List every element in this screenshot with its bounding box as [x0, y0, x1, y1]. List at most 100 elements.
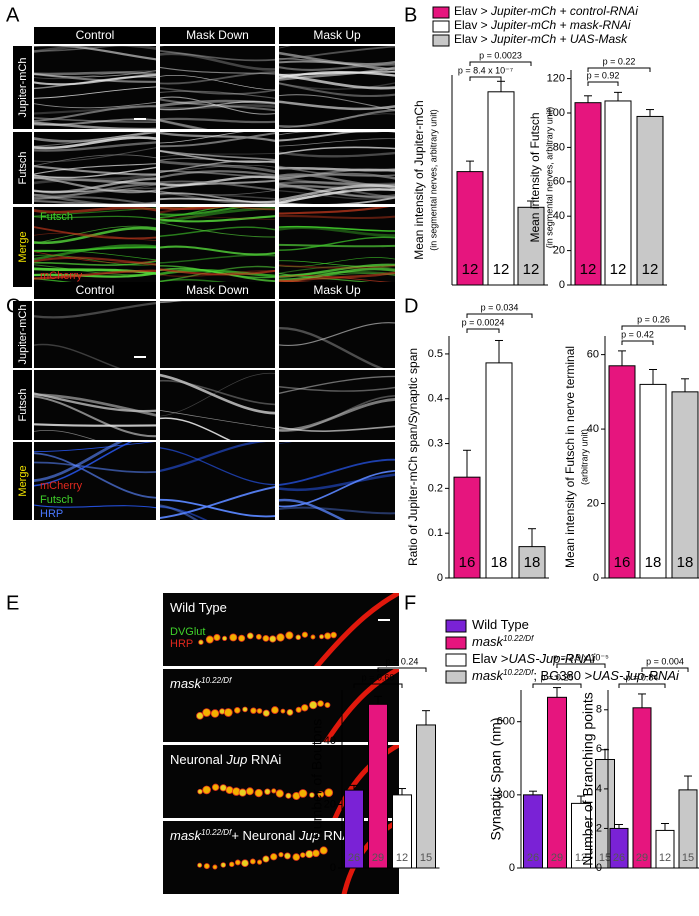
- bouton: [275, 789, 284, 798]
- fiber: [160, 98, 275, 112]
- micrograph: [160, 301, 275, 368]
- significance-bracket: [353, 683, 403, 688]
- row-label-bg: [13, 370, 32, 440]
- fiber: [160, 160, 275, 174]
- bouton: [197, 788, 203, 795]
- n-label: 18: [524, 554, 541, 571]
- y-axis-label: Mean intensity of Futsch: [528, 112, 542, 242]
- y-tick-label: 0.2: [428, 482, 443, 494]
- bouton: [317, 790, 325, 798]
- fiber: [160, 152, 275, 158]
- bouton: [310, 634, 316, 640]
- fiber: [34, 136, 156, 150]
- row-label: Futsch: [17, 151, 29, 184]
- n-label: 12: [580, 261, 597, 278]
- fiber: [34, 343, 121, 368]
- fiber: [34, 121, 156, 129]
- micrograph: [34, 442, 156, 520]
- fiber: [279, 398, 395, 432]
- micrograph: [163, 669, 399, 742]
- y-tick-label: 120: [547, 73, 565, 85]
- micrograph: [160, 207, 275, 287]
- p-value: p = 0.24: [386, 656, 419, 666]
- significance-bracket: [587, 67, 651, 72]
- n-label: 12: [396, 852, 408, 864]
- fiber: [279, 425, 395, 432]
- row-label: Merge: [17, 231, 29, 262]
- fiber: [34, 173, 156, 185]
- fiber: [34, 132, 156, 147]
- micrograph: [160, 370, 275, 440]
- y-axis-label: Ratio of Jupiter-mCh span/Synaptic span: [406, 348, 420, 566]
- fiber: [160, 254, 275, 264]
- text-part: Jupiter-mCh + control-RNAi: [490, 4, 638, 18]
- bar: [604, 100, 632, 286]
- n-label: 26: [613, 852, 625, 864]
- n-label: 29: [551, 852, 563, 864]
- legend-swatch: [445, 653, 467, 667]
- fiber: [279, 207, 390, 215]
- bouton: [250, 707, 257, 714]
- fiber: [34, 226, 156, 240]
- fiber: [279, 138, 395, 147]
- fiber: [160, 52, 275, 71]
- fiber: [279, 473, 395, 492]
- fiber: [160, 301, 236, 304]
- fiber: [160, 265, 275, 279]
- fiber: [34, 269, 156, 280]
- fiber: [160, 372, 275, 417]
- bouton: [317, 700, 324, 707]
- bouton: [225, 786, 234, 795]
- fiber: [279, 165, 395, 177]
- bouton: [262, 855, 270, 863]
- fiber: [160, 222, 275, 238]
- column-header: Mask Down: [186, 28, 249, 42]
- significance-bracket: [466, 313, 533, 318]
- bar: [639, 383, 667, 579]
- micrograph-bg: [160, 442, 275, 520]
- micrograph-bg: [160, 46, 275, 129]
- panel-letter: B: [404, 4, 417, 26]
- fiber: [34, 430, 96, 440]
- bouton: [330, 631, 337, 639]
- fiber: [34, 154, 156, 167]
- bar: [523, 794, 543, 869]
- fiber: [279, 113, 395, 129]
- fiber: [34, 165, 156, 176]
- text-part: 10.22/Df: [503, 668, 534, 677]
- bar: [571, 802, 591, 869]
- fiber: [160, 101, 275, 111]
- micrograph-bg: [34, 370, 156, 440]
- bar: [547, 696, 567, 869]
- panel-letter: F: [404, 592, 416, 614]
- fiber: [160, 226, 275, 237]
- y-axis-label: Number of Boutons: [309, 719, 325, 840]
- bouton: [245, 787, 254, 796]
- bouton: [242, 706, 248, 713]
- fiber: [160, 268, 275, 276]
- micrograph-bg: [163, 669, 399, 742]
- y-tick-label: 100: [547, 107, 565, 119]
- axon: [313, 593, 399, 666]
- fiber: [160, 132, 245, 144]
- fiber: [279, 82, 395, 90]
- fiber: [279, 498, 346, 520]
- y-tick-label: 4: [596, 783, 602, 795]
- fiber: [34, 207, 156, 214]
- bar: [487, 91, 515, 286]
- p-value: p = 0.0024: [462, 317, 505, 327]
- fiber: [160, 90, 275, 99]
- fiber: [34, 70, 156, 78]
- fiber: [279, 257, 395, 267]
- bouton: [229, 633, 238, 642]
- bar: [517, 206, 545, 286]
- fiber: [279, 322, 395, 346]
- row-label-bg: [13, 132, 32, 204]
- bouton: [262, 709, 270, 717]
- fiber: [34, 105, 156, 123]
- fiber: [160, 149, 275, 161]
- legend-label: Wild Type: [472, 617, 529, 632]
- fiber: [160, 216, 275, 220]
- legend-label: mask10.22/Df; BG380 >UAS-Jup-RNAi: [472, 668, 680, 684]
- fiber: [160, 71, 275, 85]
